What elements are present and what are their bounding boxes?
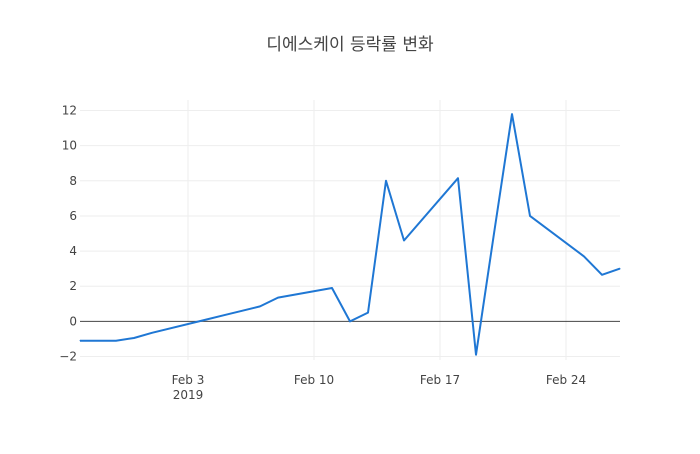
y-tick-label: 12: [62, 104, 77, 118]
y-tick-label: 2: [69, 279, 77, 293]
data-point: [385, 180, 387, 182]
data-point: [583, 255, 585, 257]
data-point: [241, 310, 243, 312]
y-tick-label: 6: [69, 209, 77, 223]
data-point: [601, 274, 603, 276]
data-point: [349, 320, 351, 322]
data-point: [367, 312, 369, 314]
x-tick-label: Feb 17: [420, 373, 460, 387]
data-point: [205, 319, 207, 321]
y-tick-label: −2: [59, 349, 77, 363]
data-point: [259, 305, 261, 307]
data-point: [115, 340, 117, 342]
data-point: [151, 332, 153, 334]
data-point: [223, 314, 225, 316]
grid-lines: [80, 100, 620, 360]
data-point: [133, 337, 135, 339]
x-tick-label: Feb 24: [546, 373, 586, 387]
y-tick-label: 0: [69, 314, 77, 328]
data-point: [457, 177, 459, 179]
data-point: [511, 113, 513, 115]
data-point: [79, 340, 81, 342]
data-point: [97, 340, 99, 342]
data-point: [403, 240, 405, 242]
y-tick-label: 8: [69, 174, 77, 188]
x-tick-year-label: 2019: [173, 388, 204, 402]
series-layer: [79, 113, 621, 356]
data-point: [493, 233, 495, 235]
data-point: [475, 354, 477, 356]
data-point: [619, 268, 621, 270]
series-line: [80, 113, 621, 356]
x-tick-label: Feb 3: [172, 373, 205, 387]
data-point: [331, 287, 333, 289]
y-tick-label: 4: [69, 244, 77, 258]
data-point: [529, 215, 531, 217]
data-point: [277, 297, 279, 299]
chart-title: 디에스케이 등락률 변화: [266, 35, 434, 55]
y-tick-label: 10: [62, 139, 77, 153]
x-tick-label: Feb 10: [294, 373, 334, 387]
